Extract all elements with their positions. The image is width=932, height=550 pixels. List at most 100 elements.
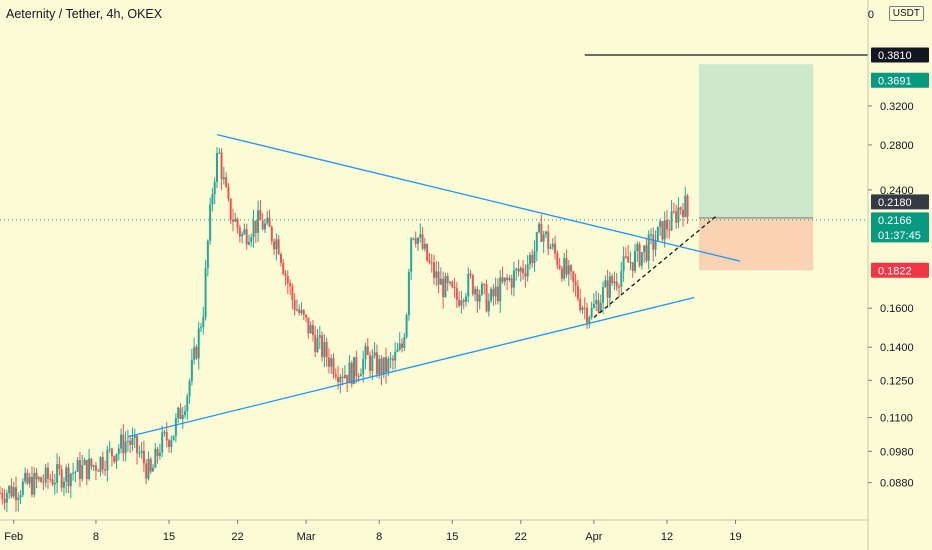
candle <box>300 302 303 316</box>
candle-body <box>401 343 404 348</box>
candle-body <box>661 221 664 240</box>
candle-body <box>49 478 52 480</box>
candle-body <box>168 440 171 447</box>
candle-body <box>586 307 589 323</box>
candle-body <box>538 223 541 233</box>
candle-body <box>599 302 602 312</box>
candle-body <box>325 342 328 358</box>
candle-body <box>279 254 282 263</box>
candle-body <box>250 237 253 242</box>
candle <box>259 199 262 221</box>
candle-body <box>154 448 157 468</box>
candle <box>161 425 164 458</box>
candle-body <box>149 458 152 472</box>
candle <box>85 459 88 486</box>
candle-body <box>21 481 24 495</box>
candle <box>209 197 212 245</box>
candle-body <box>444 275 447 298</box>
candle <box>407 268 410 321</box>
candle <box>570 264 573 280</box>
candle-body <box>451 281 454 288</box>
candle-body <box>433 262 435 278</box>
candle-body <box>355 357 358 377</box>
price-label-stop: 0.1822 <box>871 262 929 278</box>
candle-body <box>353 357 356 385</box>
candle-body <box>261 220 264 230</box>
candle-body <box>460 300 463 306</box>
candle <box>643 245 646 263</box>
candle <box>487 293 490 317</box>
candle <box>62 477 65 496</box>
currency-button[interactable]: USDT <box>888 6 924 21</box>
candle-body <box>24 472 27 482</box>
candle-body <box>222 177 225 180</box>
candle-body <box>259 210 262 221</box>
candle <box>679 206 682 215</box>
candle <box>108 441 111 453</box>
candle <box>33 467 36 498</box>
candle <box>53 474 56 495</box>
candle <box>195 344 198 360</box>
candle <box>327 348 330 374</box>
candle-body <box>624 256 627 258</box>
candle <box>254 220 257 243</box>
candle-body <box>124 441 127 454</box>
price-label-entry: 0.2180 <box>871 194 929 210</box>
candle <box>681 203 684 227</box>
candle <box>56 453 59 494</box>
candle-body <box>56 464 59 483</box>
candle-body <box>684 195 687 217</box>
candle <box>337 365 340 390</box>
candle-body <box>186 396 189 412</box>
candle <box>156 446 159 464</box>
candle <box>665 210 668 239</box>
candle <box>544 230 547 239</box>
candle <box>362 350 365 383</box>
trendline-support <box>593 214 718 318</box>
candle-body <box>243 229 246 235</box>
candle-body <box>101 457 104 470</box>
candle <box>478 289 481 310</box>
candle <box>638 241 641 268</box>
candle-body <box>542 234 545 242</box>
candle-body <box>453 287 456 289</box>
candle-body <box>480 283 483 295</box>
candle-body <box>97 470 100 472</box>
candle <box>565 249 568 278</box>
candle <box>499 269 502 313</box>
candle-body <box>496 286 499 302</box>
candle <box>451 280 454 289</box>
candle-body <box>483 283 486 285</box>
y-tick-label: 0.1400 <box>880 342 914 354</box>
candle-body <box>590 307 593 318</box>
candle <box>373 342 376 359</box>
candle <box>136 434 139 465</box>
candle-body <box>526 264 529 277</box>
candle-body <box>126 440 129 442</box>
candle-body <box>604 280 607 288</box>
candle <box>234 212 237 223</box>
candle-body <box>184 411 187 416</box>
trendline-upper <box>216 134 741 262</box>
candle <box>382 357 385 379</box>
candle-body <box>145 463 148 479</box>
candle-body <box>588 317 591 323</box>
candle-body <box>391 358 394 361</box>
candle <box>421 226 424 251</box>
candle-body <box>67 467 70 487</box>
candle <box>60 465 63 492</box>
chart-title[interactable]: Aeternity / Tether, 4h, OKEX <box>6 7 163 21</box>
candle-body <box>540 223 543 242</box>
candle <box>391 355 394 371</box>
candle <box>147 451 150 481</box>
candle <box>12 481 15 499</box>
candle-body <box>636 244 639 252</box>
candle-body <box>1 493 4 499</box>
candle-body <box>314 335 317 353</box>
candle-body <box>216 153 218 182</box>
candle-body <box>654 241 657 250</box>
candle <box>595 290 598 312</box>
candle-body <box>238 227 241 237</box>
candle-body <box>190 359 193 382</box>
